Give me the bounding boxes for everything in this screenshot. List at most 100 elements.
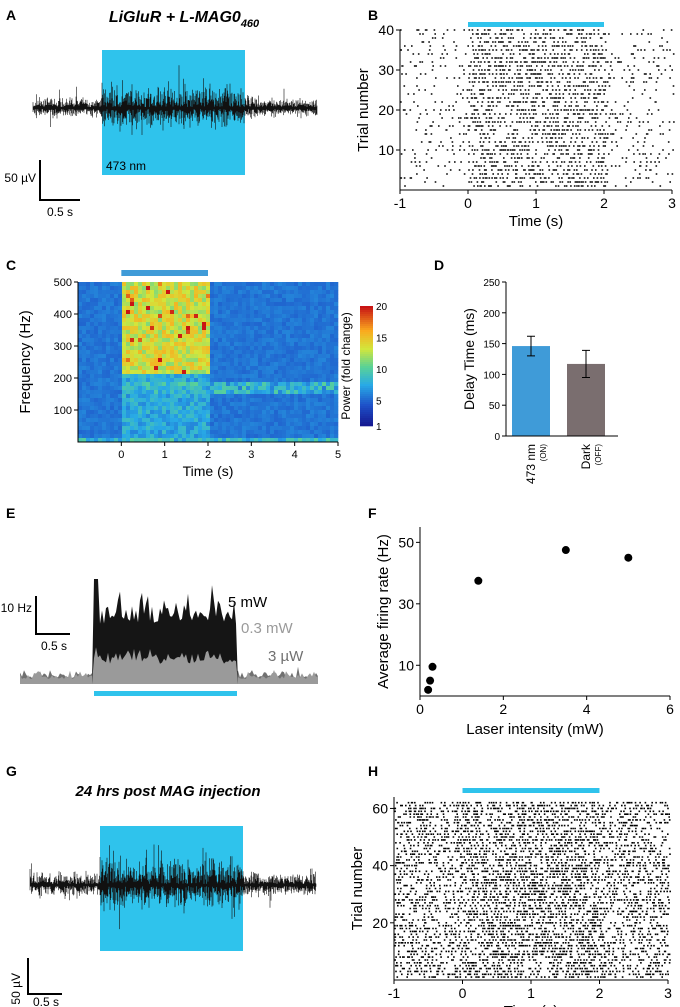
heatmap-cell [122,358,127,363]
heatmap-cell [230,350,235,355]
heatmap-cell [214,362,219,367]
heatmap-cell [250,362,255,367]
heatmap-cell [166,426,171,431]
heatmap-cell [234,302,239,307]
heatmap-cell [182,426,187,431]
heatmap-cell [174,382,179,387]
heatmap-cell [226,318,231,323]
heatmap-cell [130,286,135,291]
heatmap-cell [246,318,251,323]
heatmap-cell [198,302,203,307]
heatmap-cell [242,386,247,391]
x-tick-label: 4 [292,449,298,461]
heatmap-cell [210,434,215,439]
heatmap-cell [198,382,203,387]
heatmap-cell [194,430,199,435]
heatmap-cell [314,282,319,287]
heatmap-cell [114,406,119,411]
heatmap-cell [162,358,167,363]
heatmap-cell [130,386,135,391]
heatmap-cell [162,326,167,331]
heatmap-cell [206,310,211,315]
heatmap-cell [118,314,123,319]
heatmap-cell [202,374,207,379]
heatmap-cell [90,302,95,307]
heatmap-cell [230,438,235,443]
heatmap-cell [118,322,123,327]
heatmap-cell [314,358,319,363]
heatmap-cell [182,330,187,335]
heatmap-cell [130,422,135,427]
heatmap-cell [290,338,295,343]
heatmap-cell [226,370,231,375]
heatmap-cell [170,282,175,287]
heatmap-cell [146,426,151,431]
heatmap-cell [86,386,91,391]
colorbar-segment [360,352,373,355]
heatmap-cell [98,422,103,427]
heatmap-cell [94,298,99,303]
heatmap-cell [274,422,279,427]
heatmap-cell [298,354,303,359]
heatmap-cell [206,378,211,383]
heatmap-cell [190,302,195,307]
heatmap-cell [286,310,291,315]
heatmap-cell [270,390,275,395]
heatmap-cell [114,362,119,367]
heatmap-cell [114,422,119,427]
heatmap-cell [206,438,211,443]
heatmap-cell [138,414,143,419]
heatmap-cell [114,342,119,347]
heatmap-cell [230,422,235,427]
heatmap-cell [238,306,243,311]
heatmap-cell [82,314,87,319]
heatmap-cell [270,386,275,391]
heatmap-cell [190,374,195,379]
heatmap-cell [246,398,251,403]
panel-e-scale-time: 0.5 s [41,639,67,653]
heatmap-cell [250,410,255,415]
heatmap-cell [162,334,167,339]
heatmap-cell [186,406,191,411]
heatmap-cell [106,418,111,423]
heatmap-cell [170,362,175,367]
heatmap-cell [86,398,91,403]
heatmap-cell [134,386,139,391]
heatmap-cell [178,362,183,367]
heatmap-cell [262,394,267,399]
heatmap-cell [326,354,331,359]
heatmap-cell [286,334,291,339]
heatmap-cell [230,374,235,379]
heatmap-cell [102,406,107,411]
heatmap-cell [242,414,247,419]
heatmap-cell [230,434,235,439]
heatmap-cell [270,406,275,411]
heatmap-cell [234,398,239,403]
heatmap-cell [154,390,159,395]
heatmap-cell [98,306,103,311]
heatmap-cell [158,338,163,343]
heatmap-cell [242,310,247,315]
heatmap-cell [178,330,183,335]
heatmap-cell [246,326,251,331]
heatmap-cell [294,338,299,343]
heatmap-cell [118,302,123,307]
heatmap-cell [218,282,223,287]
heatmap-cell [122,334,127,339]
heatmap-cell [158,430,163,435]
heatmap-cell [246,438,251,443]
heatmap-cell [294,294,299,299]
heatmap-cell [146,394,151,399]
heatmap-cell [318,430,323,435]
heatmap-cell [138,398,143,403]
heatmap-cell [138,318,143,323]
heatmap-cell [298,374,303,379]
panel-g-scale-time: 0.5 s [33,995,59,1007]
heatmap-cell [94,322,99,327]
heatmap-cell [142,394,147,399]
heatmap-cell [134,302,139,307]
heatmap-cell [106,326,111,331]
heatmap-cell [194,322,199,327]
heatmap-cell [130,302,135,307]
